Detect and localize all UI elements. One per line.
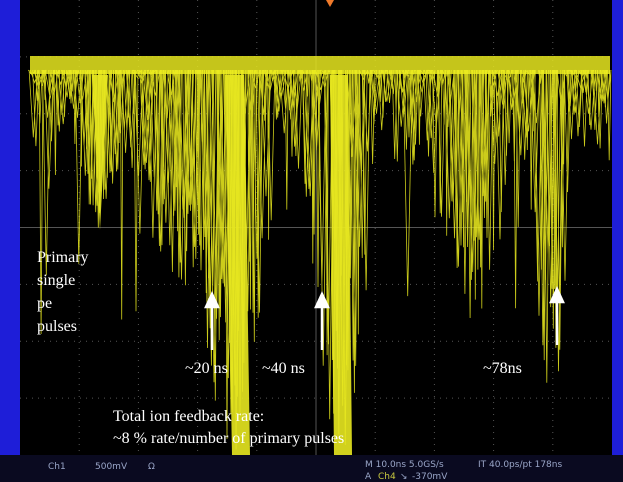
arrows — [204, 286, 565, 350]
status-trigger-label: A — [365, 472, 372, 482]
channel-marker: 1 — [24, 57, 30, 67]
arrow-head — [204, 291, 220, 309]
status-trigger-level: -370mV — [412, 472, 448, 482]
status-channel: Ch1 — [48, 462, 66, 472]
status-bar — [0, 455, 623, 482]
annotation: single — [37, 272, 75, 289]
arrow-head — [314, 291, 330, 309]
annotation: ~20 ns — [185, 360, 228, 377]
waveform — [27, 56, 612, 455]
pulse-traces — [27, 69, 612, 450]
status-timebase: M 10.0ns 5.0GS/s — [365, 460, 444, 470]
trigger-marker — [326, 0, 334, 7]
annotation: pe — [37, 295, 52, 312]
arrow-head — [549, 286, 565, 304]
annotation: ~78ns — [483, 360, 522, 377]
annotation: pulses — [37, 318, 77, 335]
baseline-band — [30, 56, 610, 74]
status-trigger-slope: ↘ — [400, 472, 408, 482]
annotation: Primary — [37, 249, 89, 266]
annotation: Total ion feedback rate: — [113, 408, 264, 425]
status-resolution: IT 40.0ps/pt 178ns — [478, 460, 562, 470]
status-trigger-source: Ch4 — [378, 472, 396, 482]
status-coupling: Ω — [148, 462, 155, 472]
annotation: ~40 ns — [262, 360, 305, 377]
status-scale: 500mV — [95, 462, 128, 472]
annotation: ~8 % rate/number of primary pulses — [113, 430, 344, 447]
